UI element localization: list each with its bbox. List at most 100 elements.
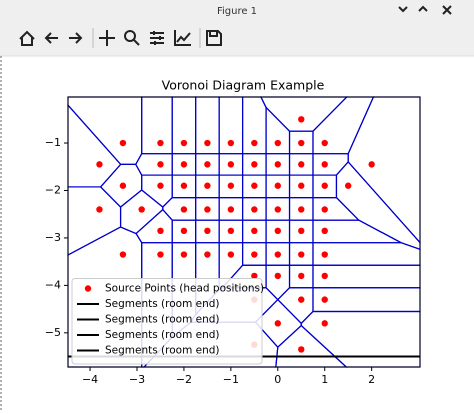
source-point <box>274 272 281 280</box>
source-point <box>180 139 188 147</box>
source-point <box>368 161 375 168</box>
source-point <box>274 182 281 189</box>
source-point <box>298 346 305 353</box>
source-point <box>227 139 235 147</box>
source-point <box>157 182 164 189</box>
back-button[interactable] <box>44 32 58 44</box>
x-tick-label: 2 <box>368 373 375 386</box>
configure-button[interactable] <box>150 31 164 45</box>
source-point <box>96 161 103 168</box>
source-point <box>180 161 188 168</box>
source-point <box>204 182 211 189</box>
window-title: Figure 1 <box>217 6 257 17</box>
pan-button[interactable] <box>99 30 115 46</box>
chart-title: Voronoi Diagram Example <box>162 78 325 93</box>
x-tick-label: −3 <box>129 373 145 386</box>
source-point <box>204 227 211 235</box>
y-tick-label: −5 <box>45 326 61 339</box>
source-point <box>274 206 281 213</box>
source-point <box>344 182 352 189</box>
source-point <box>251 139 258 147</box>
x-tick-label: −1 <box>223 373 239 386</box>
source-point <box>251 251 258 258</box>
source-point <box>298 251 305 258</box>
source-point <box>298 272 305 280</box>
legend: Source Points (head positions) Segments (… <box>71 278 264 365</box>
source-point <box>321 161 328 168</box>
source-point <box>204 251 211 258</box>
source-point <box>204 161 211 168</box>
source-point <box>157 139 164 147</box>
source-point <box>204 139 211 147</box>
x-tick-label: 0 <box>274 373 281 386</box>
source-point <box>298 161 305 168</box>
legend-marker <box>84 285 92 292</box>
window-controls[interactable] <box>398 5 452 15</box>
legend-label: Segments (room end) <box>105 314 220 326</box>
source-point <box>157 251 164 258</box>
source-point <box>321 251 328 258</box>
toolbar-buttons <box>19 28 222 48</box>
source-point <box>180 251 188 258</box>
title-bar <box>0 0 474 22</box>
source-point <box>119 182 127 189</box>
source-point <box>298 139 305 147</box>
home-button[interactable] <box>19 30 35 46</box>
source-point <box>251 227 258 235</box>
x-tick-label: −4 <box>82 373 98 386</box>
legend-label: Segments (room end) <box>105 298 220 310</box>
source-point <box>180 206 188 213</box>
y-tick-label: −1 <box>45 136 61 149</box>
source-point <box>321 139 328 147</box>
source-point <box>251 206 258 213</box>
forward-button[interactable] <box>69 32 83 44</box>
y-tick-label: −3 <box>45 231 61 244</box>
maximize-button[interactable] <box>418 5 428 12</box>
zoom-button[interactable] <box>124 30 140 46</box>
source-point <box>227 182 235 189</box>
source-point <box>298 296 305 303</box>
source-point <box>119 139 127 147</box>
legend-label: Segments (room end) <box>105 345 220 357</box>
source-point <box>298 182 305 189</box>
source-point <box>298 116 305 123</box>
source-point <box>321 296 328 303</box>
legend-box <box>71 278 263 365</box>
source-point <box>274 251 281 258</box>
source-point <box>96 206 103 213</box>
source-point <box>251 182 258 189</box>
source-point <box>251 272 258 280</box>
source-point <box>157 227 164 235</box>
minimize-button[interactable] <box>398 6 408 13</box>
source-point <box>298 206 305 213</box>
y-tick-label: −2 <box>45 183 61 196</box>
source-point <box>251 161 258 168</box>
source-point <box>274 139 281 147</box>
source-point <box>119 251 127 258</box>
source-point <box>274 320 281 327</box>
source-point <box>227 227 235 235</box>
source-point <box>138 206 145 213</box>
source-point <box>321 227 328 235</box>
axes-frame <box>67 96 421 368</box>
source-point <box>157 161 164 168</box>
source-point <box>274 227 281 235</box>
source-point <box>180 182 188 189</box>
source-point <box>298 227 305 235</box>
close-button[interactable] <box>442 5 452 15</box>
x-tick-label: −2 <box>176 373 192 386</box>
legend-label: Segments (room end) <box>105 329 220 341</box>
edit-axes-button[interactable] <box>174 30 191 46</box>
source-point <box>321 272 328 280</box>
source-point <box>227 251 235 258</box>
source-point <box>227 206 235 213</box>
legend-label: Source Points (head positions) <box>105 283 264 295</box>
x-tick-label: 1 <box>321 373 328 386</box>
source-point <box>204 206 211 213</box>
y-tick-label: −4 <box>45 278 61 291</box>
save-button[interactable] <box>206 30 222 46</box>
source-point <box>321 206 328 213</box>
source-point <box>180 227 188 235</box>
source-point <box>274 161 281 168</box>
